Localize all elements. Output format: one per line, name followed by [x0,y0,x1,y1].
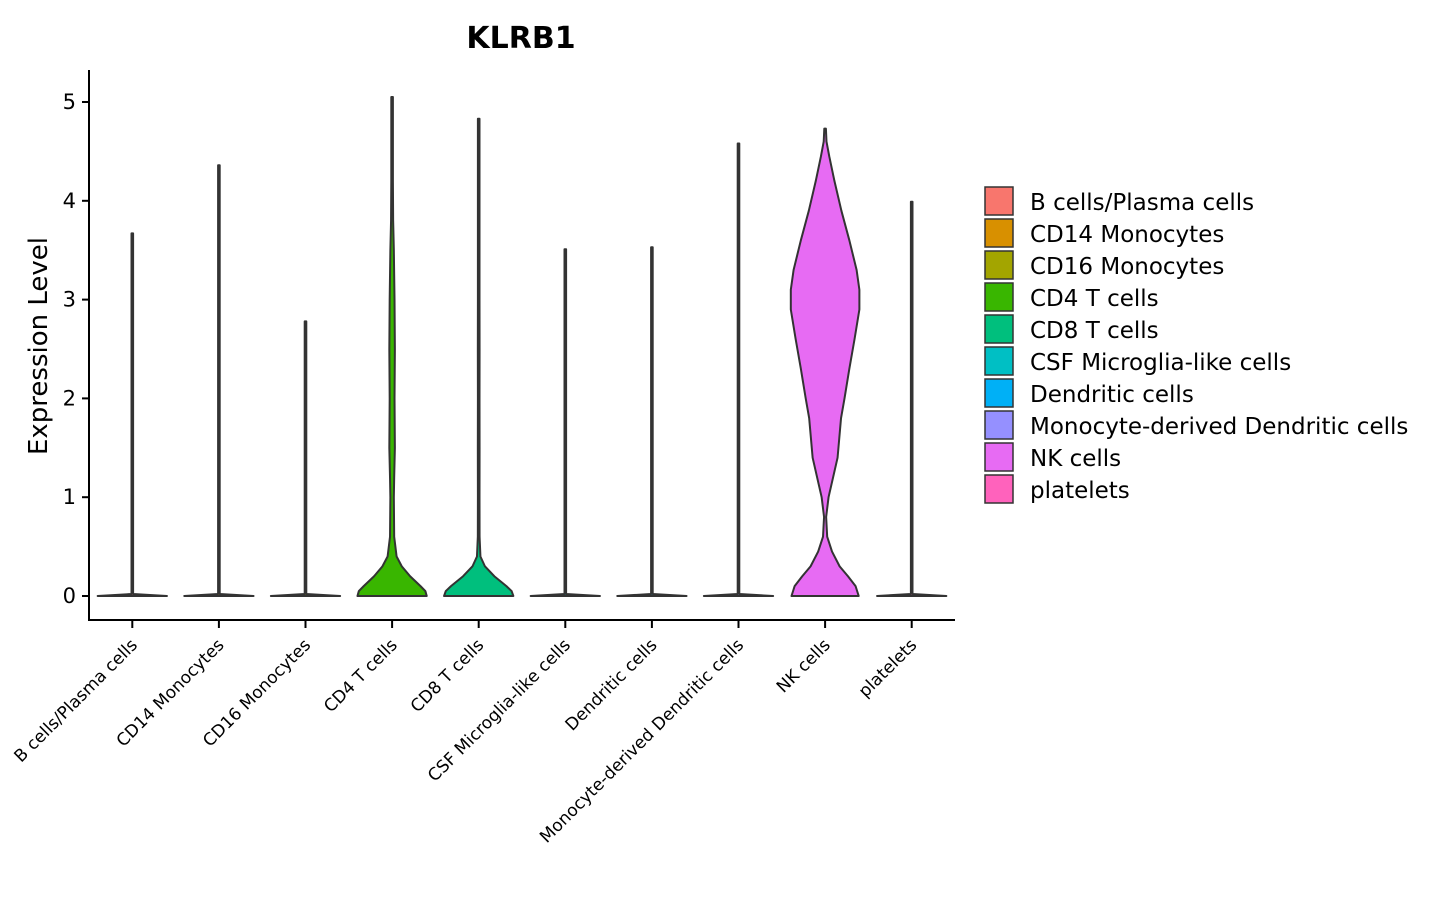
y-tick-label: 1 [63,485,76,509]
legend-label-cd16-monocytes: CD16 Monocytes [1030,254,1224,280]
legend-label-b-cells-plasma-cells: B cells/Plasma cells [1030,190,1254,216]
legend-swatch-monocyte-derived-dendritic-cells [984,410,1014,440]
violin-monocyte-derived-dendritic-cells [702,142,775,597]
violin-csf-microglia-like-cells [529,248,601,597]
violin-cd4-t-cells [356,96,428,597]
legend-swatch-nk-cells [984,442,1014,472]
violin-cd16-monocytes [269,320,342,597]
y-axis-title: Expression Level [24,237,54,455]
x-tick-label-dendritic-cells: Dendritic cells [562,635,662,735]
violin-nk-cells [789,127,861,597]
legend-label-cd8-t-cells: CD8 T cells [1030,318,1159,344]
legend-swatch-cd16-monocytes [984,250,1014,280]
legend-label-csf-microglia-like-cells: CSF Microglia-like cells [1030,350,1291,376]
violin-cd8-t-cells [443,117,515,597]
violin-cd14-monocytes [183,164,255,597]
y-tick-label: 5 [63,90,76,114]
legend-label-platelets: platelets [1030,478,1130,504]
x-tick-label-nk-cells: NK cells [773,635,835,697]
y-tick-label: 0 [63,584,76,608]
legend-swatch-cd4-t-cells [984,282,1014,312]
violin-b-cells-plasma-cells [96,232,168,597]
y-axis-ticks: 0 1 2 3 4 5 [63,90,89,608]
legend-swatch-b-cells-plasma-cells [984,186,1014,216]
y-tick-label: 3 [63,288,76,312]
chart-title: KLRB1 [466,21,575,56]
legend-swatch-csf-microglia-like-cells [984,346,1014,376]
y-tick-label: 2 [63,386,76,410]
legend: B cells/Plasma cells CD14 Monocytes CD16 M… [984,186,1408,504]
violin-platelets [876,200,948,597]
violin-dendritic-cells [616,246,688,597]
legend-swatch-dendritic-cells [984,378,1014,408]
legend-label-cd14-monocytes: CD14 Monocytes [1030,222,1224,248]
legend-swatch-cd14-monocytes [984,218,1014,248]
x-tick-label-cd8-t-cells: CD8 T cells [407,635,488,716]
legend-label-monocyte-derived-dendritic-cells: Monocyte-derived Dendritic cells [1030,414,1408,440]
legend-swatch-cd8-t-cells [984,314,1014,344]
x-tick-label-platelets: platelets [855,635,921,701]
x-tick-label-csf-microglia-like-cells: CSF Microglia-like cells [424,635,575,786]
y-tick-label: 4 [63,189,76,213]
legend-label-dendritic-cells: Dendritic cells [1030,382,1194,408]
legend-swatch-platelets [984,474,1014,504]
violin-layer [96,96,948,597]
legend-label-nk-cells: NK cells [1030,446,1121,472]
x-tick-label-cd4-t-cells: CD4 T cells [320,635,401,716]
legend-label-cd4-t-cells: CD4 T cells [1030,286,1159,312]
